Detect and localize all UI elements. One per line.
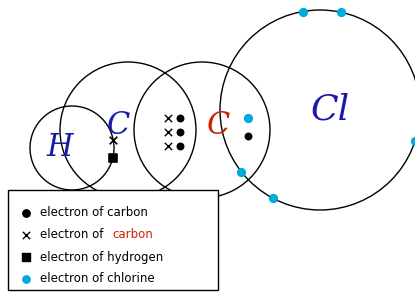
Text: Cl: Cl xyxy=(310,93,349,127)
Point xyxy=(177,144,183,148)
Point xyxy=(23,277,29,281)
Text: electron of chlorine: electron of chlorine xyxy=(40,272,155,285)
Point xyxy=(337,10,344,15)
Text: electron of hydrogen: electron of hydrogen xyxy=(40,251,163,263)
Point xyxy=(23,233,29,238)
Point xyxy=(299,9,306,14)
Point xyxy=(165,116,171,120)
Point xyxy=(23,211,29,215)
Point xyxy=(245,116,251,120)
Text: electron of carbon: electron of carbon xyxy=(40,207,148,220)
Text: H: H xyxy=(47,133,73,164)
Point xyxy=(165,130,171,134)
Point xyxy=(177,130,183,134)
Point xyxy=(110,138,116,142)
Point xyxy=(270,196,276,201)
Point xyxy=(245,134,251,138)
Point xyxy=(412,139,415,143)
Point xyxy=(110,156,116,160)
Text: carbon: carbon xyxy=(112,229,153,241)
Point xyxy=(177,116,183,120)
Text: C: C xyxy=(106,111,130,142)
Point xyxy=(23,254,29,259)
Text: electron of: electron of xyxy=(40,229,107,241)
Bar xyxy=(8,190,218,290)
Point xyxy=(238,169,244,174)
Text: C: C xyxy=(206,111,229,142)
Point xyxy=(165,144,171,148)
